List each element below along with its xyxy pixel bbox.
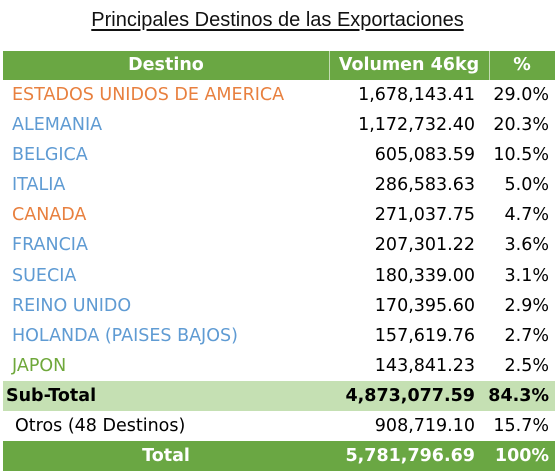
page-title: Principales Destinos de las Exportacione… xyxy=(91,9,464,31)
destination-percent: 3.1% xyxy=(504,265,549,286)
destination-percent: 3.6% xyxy=(504,235,549,256)
total-percent: 100% xyxy=(494,446,549,467)
column-header-percent: % xyxy=(513,55,531,75)
destination-percent: 29.0% xyxy=(493,85,549,105)
total-label: Total xyxy=(142,446,190,467)
destination-volume: 1,172,732.40 xyxy=(358,115,475,136)
destination-name: HOLANDA (PAISES BAJOS) xyxy=(12,325,238,346)
subtotal-row: Sub-Total 4,873,077.59 84.3% xyxy=(3,380,555,412)
destination-volume: 605,083.59 xyxy=(374,145,475,166)
destination-volume: 143,841.23 xyxy=(374,355,475,376)
destination-name: CANADA xyxy=(12,205,87,226)
destination-volume: 157,619.76 xyxy=(374,325,475,346)
destination-percent: 5.0% xyxy=(504,175,549,196)
table-row: BELGICA 605,083.59 10.5% xyxy=(3,140,555,170)
destination-name: JAPON xyxy=(12,355,67,376)
table-row: ITALIA 286,583.63 5.0% xyxy=(3,170,555,200)
table-row: JAPON 143,841.23 2.5% xyxy=(3,351,555,381)
destination-volume: 271,037.75 xyxy=(374,205,475,226)
table-header-row: Destino Volumen 46kg % xyxy=(3,51,555,80)
table-row: FRANCIA 207,301.22 3.6% xyxy=(3,230,555,260)
destination-name: REINO UNIDO xyxy=(12,295,132,316)
destination-percent: 20.3% xyxy=(493,115,549,136)
destination-name: SUECIA xyxy=(12,265,77,286)
table-row: REINO UNIDO 170,395.60 2.9% xyxy=(3,291,555,321)
table-row: HOLANDA (PAISES BAJOS) 157,619.76 2.7% xyxy=(3,321,555,351)
destination-name: FRANCIA xyxy=(12,235,88,256)
total-row: Total 5,781,796.69 100% xyxy=(3,441,555,472)
others-volume: 908,719.10 xyxy=(374,416,475,437)
destination-volume: 180,339.00 xyxy=(374,265,475,286)
others-row: Otros (48 Destinos) 908,719.10 15.7% xyxy=(3,411,555,441)
destination-volume: 170,395.60 xyxy=(374,295,475,316)
column-header-destino: Destino xyxy=(128,55,204,75)
subtotal-volume: 4,873,077.59 xyxy=(345,385,475,406)
destination-name: ESTADOS UNIDOS DE AMERICA xyxy=(12,85,285,105)
header-divider xyxy=(489,51,490,80)
table-row: ESTADOS UNIDOS DE AMERICA 1,678,143.41 2… xyxy=(3,80,555,110)
destination-volume: 207,301.22 xyxy=(374,235,475,256)
table-row: SUECIA 180,339.00 3.1% xyxy=(3,261,555,291)
destination-percent: 10.5% xyxy=(493,145,549,166)
destination-percent: 2.5% xyxy=(504,355,549,376)
destination-name: ITALIA xyxy=(12,175,66,196)
destination-volume: 1,678,143.41 xyxy=(358,85,475,105)
destination-name: ALEMANIA xyxy=(12,115,103,136)
header-divider xyxy=(329,51,330,80)
table-row: CANADA 271,037.75 4.7% xyxy=(3,200,555,230)
others-percent: 15.7% xyxy=(493,416,549,437)
destination-volume: 286,583.63 xyxy=(374,175,475,196)
destination-percent: 4.7% xyxy=(504,205,549,226)
subtotal-label: Sub-Total xyxy=(6,385,97,406)
destination-percent: 2.9% xyxy=(504,295,549,316)
others-label: Otros (48 Destinos) xyxy=(15,416,186,437)
exports-table: Destino Volumen 46kg % ESTADOS UNIDOS DE… xyxy=(3,51,555,472)
table-row: ALEMANIA 1,172,732.40 20.3% xyxy=(3,110,555,140)
destination-percent: 2.7% xyxy=(504,325,549,346)
total-volume: 5,781,796.69 xyxy=(345,446,475,467)
destination-name: BELGICA xyxy=(12,145,88,166)
subtotal-percent: 84.3% xyxy=(488,385,549,406)
column-header-volumen: Volumen 46kg xyxy=(338,55,480,75)
